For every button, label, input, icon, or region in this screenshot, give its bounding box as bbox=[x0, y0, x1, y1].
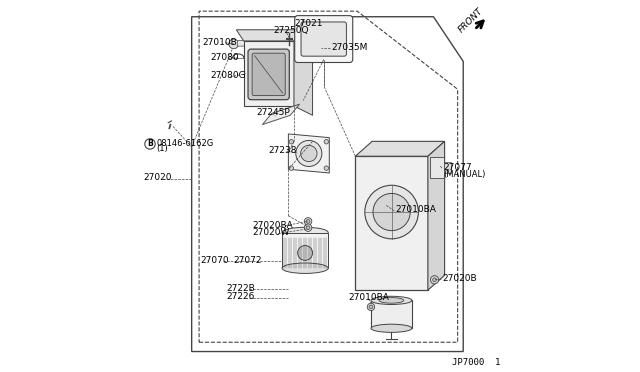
Text: 27020BA: 27020BA bbox=[252, 221, 293, 230]
Text: FRONT: FRONT bbox=[456, 6, 484, 35]
Circle shape bbox=[289, 140, 294, 144]
Text: 27250Q: 27250Q bbox=[273, 26, 309, 35]
Bar bbox=[283, 32, 294, 39]
Text: 27245P: 27245P bbox=[257, 108, 291, 117]
Text: 27020: 27020 bbox=[143, 173, 172, 182]
Circle shape bbox=[305, 218, 312, 225]
Text: 27035M: 27035M bbox=[331, 43, 367, 52]
Text: 27020B: 27020B bbox=[443, 274, 477, 283]
FancyBboxPatch shape bbox=[252, 53, 285, 96]
Polygon shape bbox=[428, 141, 445, 290]
Text: 27010BA: 27010BA bbox=[395, 205, 436, 214]
Circle shape bbox=[324, 166, 328, 170]
Ellipse shape bbox=[379, 298, 404, 303]
Text: 27010BA: 27010BA bbox=[348, 293, 388, 302]
Text: 27226: 27226 bbox=[227, 292, 255, 301]
Circle shape bbox=[433, 278, 436, 282]
Circle shape bbox=[431, 276, 438, 284]
Circle shape bbox=[298, 246, 312, 260]
Text: 08146-6162G: 08146-6162G bbox=[156, 139, 214, 148]
Text: 27080: 27080 bbox=[211, 53, 239, 62]
Text: 27010B: 27010B bbox=[203, 38, 237, 46]
Circle shape bbox=[324, 140, 328, 144]
Text: 27072: 27072 bbox=[234, 256, 262, 265]
Bar bbox=[371, 300, 412, 328]
FancyBboxPatch shape bbox=[301, 22, 346, 56]
Bar bbox=[444, 162, 451, 173]
Text: B: B bbox=[147, 140, 153, 148]
Text: 27020W: 27020W bbox=[252, 228, 290, 237]
Circle shape bbox=[306, 219, 310, 223]
Text: 27080G: 27080G bbox=[211, 71, 246, 80]
Text: 27238: 27238 bbox=[268, 146, 296, 155]
Polygon shape bbox=[355, 141, 445, 156]
Circle shape bbox=[305, 224, 312, 231]
Circle shape bbox=[229, 39, 239, 49]
Text: 27070: 27070 bbox=[200, 256, 229, 265]
Polygon shape bbox=[355, 156, 428, 290]
Ellipse shape bbox=[371, 296, 412, 304]
Text: 27077: 27077 bbox=[444, 163, 472, 172]
Polygon shape bbox=[262, 104, 300, 125]
FancyBboxPatch shape bbox=[294, 16, 353, 62]
Text: (1): (1) bbox=[156, 144, 168, 153]
Polygon shape bbox=[244, 41, 294, 106]
Bar bbox=[429, 157, 444, 178]
Circle shape bbox=[373, 193, 410, 231]
Circle shape bbox=[296, 140, 322, 166]
Ellipse shape bbox=[282, 227, 328, 238]
Circle shape bbox=[145, 139, 156, 149]
FancyBboxPatch shape bbox=[248, 49, 289, 100]
Text: 27021: 27021 bbox=[294, 19, 323, 28]
Circle shape bbox=[289, 166, 294, 170]
Text: (MANUAL): (MANUAL) bbox=[444, 170, 486, 179]
Polygon shape bbox=[294, 32, 312, 115]
Circle shape bbox=[301, 145, 317, 161]
Text: JP7000  1: JP7000 1 bbox=[452, 358, 500, 367]
Bar bbox=[282, 232, 328, 268]
Text: 2722B: 2722B bbox=[227, 284, 255, 293]
Circle shape bbox=[367, 303, 374, 311]
Circle shape bbox=[306, 226, 310, 230]
Circle shape bbox=[369, 305, 373, 309]
Ellipse shape bbox=[282, 263, 328, 273]
Ellipse shape bbox=[371, 324, 412, 333]
Circle shape bbox=[365, 185, 419, 239]
Polygon shape bbox=[236, 30, 301, 41]
Polygon shape bbox=[237, 41, 246, 46]
Polygon shape bbox=[289, 134, 330, 173]
